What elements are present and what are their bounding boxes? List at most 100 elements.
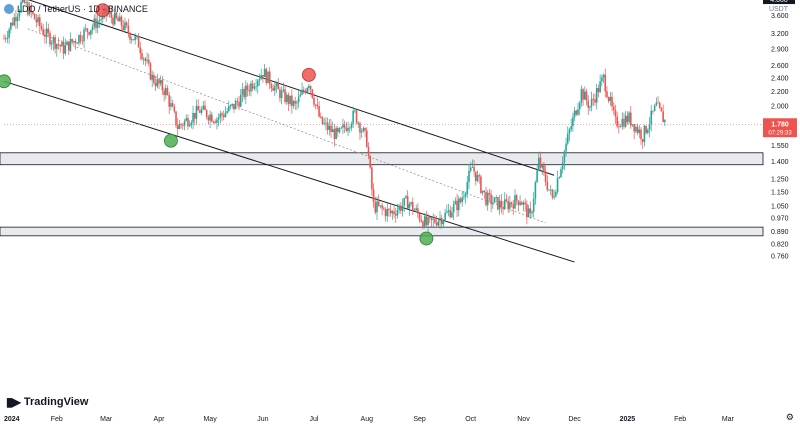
candle-body <box>461 197 463 203</box>
candle-body <box>631 124 634 126</box>
candle-body <box>313 97 315 105</box>
candle-body <box>112 17 114 25</box>
candle-body <box>32 12 34 14</box>
candle-body <box>354 110 356 112</box>
candle-body <box>88 32 90 35</box>
candle-body <box>238 101 240 107</box>
y-tick-label: 2.400 <box>771 76 789 83</box>
x-tick-label: Apr <box>154 416 166 423</box>
x-tick-label: Jun <box>257 416 268 423</box>
tradingview-watermark: ▮▶ TradingView <box>6 395 88 409</box>
candle-body <box>142 58 145 60</box>
candle-body <box>117 18 119 22</box>
candle-body <box>91 26 94 31</box>
candle-body <box>21 0 24 3</box>
candle-body <box>376 201 378 213</box>
candle-body <box>308 85 310 89</box>
candle-body <box>527 208 530 218</box>
candle-body <box>209 114 211 121</box>
candle-body <box>377 201 380 206</box>
candle-body <box>362 128 365 132</box>
candle-body <box>599 81 601 93</box>
candle-body <box>602 74 605 78</box>
candle-body <box>228 106 230 112</box>
y-tick-label: 1.150 <box>771 189 789 196</box>
candle-body <box>350 123 353 128</box>
candle-body <box>154 82 157 87</box>
candle-body <box>662 111 664 123</box>
candle-body <box>159 80 162 84</box>
candle-body <box>178 124 181 130</box>
candle-body <box>555 192 557 197</box>
candle-body <box>219 113 222 118</box>
candle-body <box>241 89 244 95</box>
candle-body <box>182 124 184 126</box>
candle-body <box>451 212 453 218</box>
candle-body <box>119 16 121 22</box>
candle-body <box>590 98 593 107</box>
candle-body <box>529 208 532 214</box>
candle-body <box>478 175 480 177</box>
candle-body <box>314 104 317 106</box>
candle-body <box>369 155 371 168</box>
candle-body <box>584 91 586 100</box>
candle-body <box>355 110 358 124</box>
trough-marker <box>419 231 434 246</box>
candle-body <box>623 118 625 127</box>
candle-body <box>473 166 475 172</box>
candle-body <box>410 202 412 205</box>
candle-body <box>292 101 295 106</box>
candle-body <box>110 12 113 18</box>
candle-body <box>76 43 79 45</box>
candle-body <box>250 83 252 92</box>
candle-body <box>405 196 407 198</box>
candle-body <box>522 202 525 205</box>
candle-body <box>28 5 31 15</box>
level-price-tag-text: 4.000 <box>770 0 788 4</box>
candle-body <box>417 208 419 214</box>
candle-body <box>561 162 564 170</box>
candle-body <box>524 202 526 205</box>
candle-body <box>526 204 528 218</box>
candle-body <box>255 86 257 87</box>
candle-body <box>333 129 336 140</box>
candle-body <box>192 112 194 123</box>
candle-body <box>497 197 499 210</box>
candle-body <box>495 197 498 198</box>
candle-body <box>597 88 600 93</box>
candle-body <box>158 79 160 84</box>
candle-body <box>435 222 438 226</box>
y-tick-label: 3.200 <box>771 31 789 38</box>
candle-body <box>512 204 515 209</box>
candle-body <box>640 129 642 140</box>
symbol-title[interactable]: LDO / TetherUS · 1D · BINANCE <box>17 4 148 14</box>
candle-body <box>401 205 404 211</box>
candle-body <box>452 204 455 213</box>
candle-body <box>636 126 639 133</box>
candle-body <box>20 2 22 13</box>
candle-body <box>570 126 572 130</box>
candle-body <box>641 139 644 142</box>
candle-body <box>408 204 411 209</box>
x-tick-label: 2025 <box>620 416 636 423</box>
y-tick-label: 1.400 <box>771 159 789 166</box>
watermark-text: TradingView <box>23 396 89 408</box>
candle-body <box>11 22 14 26</box>
current-price-value: 1.780 <box>771 121 789 128</box>
candle-body <box>49 32 51 45</box>
candle-body <box>144 58 147 61</box>
candle-body <box>52 37 55 44</box>
candle-body <box>18 12 21 17</box>
candle-body <box>93 18 96 27</box>
trough-marker <box>0 74 11 89</box>
gear-icon[interactable]: ⚙ <box>785 412 794 422</box>
candle-body <box>325 122 327 124</box>
candle-body <box>652 110 654 112</box>
candle-body <box>67 41 70 51</box>
candle-body <box>400 205 402 211</box>
candle-body <box>47 28 50 33</box>
candle-body <box>311 89 314 98</box>
candle-body <box>364 128 366 131</box>
